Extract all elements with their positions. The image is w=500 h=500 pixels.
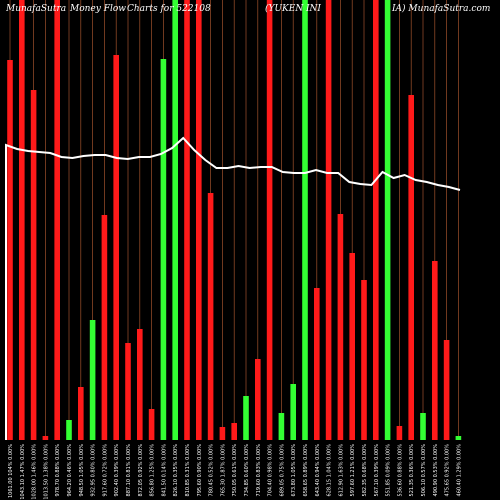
bar-5 — [54, 0, 60, 440]
bar-38 — [443, 340, 450, 440]
title-part-6: IA) MunafaSutra.com — [392, 4, 491, 14]
x-tick-label-22: 719.60 0.83% 0.00% — [256, 444, 262, 497]
bar-37 — [432, 261, 438, 440]
x-tick-label-35: 521.35 0.36% 0.00% — [409, 444, 415, 497]
x-tick-label-16: 810.85 0.31% 0.00% — [185, 444, 191, 497]
bar-30 — [349, 253, 355, 440]
x-tick-label-30: 597.60 1.21% 0.00% — [350, 444, 356, 497]
bar-29 — [337, 214, 344, 440]
bar-39 — [455, 436, 462, 440]
x-tick-label-21: 734.85 0.60% 0.00% — [244, 444, 250, 497]
x-tick-label-6: 964.20 0.46% 0.00% — [67, 444, 73, 497]
x-tick-label-20: 750.05 0.61% 0.00% — [232, 444, 238, 497]
title-part-3: Charts for 522108 — [127, 4, 211, 14]
bar-18 — [207, 193, 214, 440]
bar-20 — [231, 423, 237, 440]
bar-4 — [42, 436, 49, 440]
bar-22 — [255, 359, 261, 440]
bar-15 — [172, 0, 178, 440]
bar-9 — [101, 215, 108, 440]
bar-17 — [196, 0, 202, 440]
x-tick-label-29: 612.90 1.63% 0.00% — [338, 444, 344, 497]
bar-3 — [30, 90, 37, 440]
x-tick-label-19: 765.30 1.87% 0.00% — [220, 444, 226, 497]
bar-32 — [373, 0, 379, 440]
bar-19 — [219, 427, 226, 440]
x-tick-label-24: 689.05 0.75% 0.00% — [279, 444, 285, 497]
bar-33 — [384, 0, 391, 440]
x-tick-label-10: 902.40 0.39% 0.00% — [114, 444, 120, 497]
bar-13 — [148, 409, 155, 440]
bar-11 — [125, 343, 131, 440]
bar-31 — [361, 280, 367, 440]
chart-title: MunafaSutra Money Flow Charts for 522108… — [6, 4, 496, 18]
x-tick-label-31: 582.35 0.68% 0.00% — [362, 444, 368, 497]
bar-27 — [314, 288, 320, 440]
title-part-4: (YUKEN — [265, 4, 304, 14]
x-tick-label-12: 872.05 0.92% 0.00% — [138, 444, 144, 497]
x-tick-label-36: 506.10 0.57% 0.00% — [421, 444, 427, 497]
bar-21 — [243, 396, 249, 440]
bar-8 — [89, 320, 96, 440]
x-tick-label-27: 643.40 0.94% 0.00% — [315, 444, 321, 497]
bar-6 — [66, 420, 72, 440]
x-tick-label-34: 536.60 0.88% 0.00% — [397, 444, 403, 497]
x-tick-label-38: 475.65 0.92% 0.00% — [445, 444, 451, 497]
x-tick-label-4: 1013.50 1.38% 0.00% — [43, 444, 49, 500]
x-tick-label-3: 1028.00 1.46% 0.00% — [32, 444, 38, 500]
x-axis-labels: 1061.00 104% 0.00% 1043.10 1.47% 0.00% 102… — [8, 444, 462, 500]
x-tick-label-17: 795.60 0.90% 0.00% — [197, 444, 203, 497]
bar-36 — [420, 413, 426, 440]
x-tick-label-23: 704.40 0.98% 0.00% — [268, 444, 274, 497]
x-tick-label-11: 887.10 0.81% 0.00% — [126, 444, 132, 497]
x-tick-label-32: 567.10 0.39% 0.00% — [374, 444, 380, 497]
bar-2 — [19, 0, 25, 440]
x-tick-label-14: 841.50 0.14% 0.00% — [161, 444, 167, 497]
bar-1 — [7, 60, 13, 440]
bar-series — [7, 0, 462, 440]
x-tick-label-25: 673.80 1.05% 0.00% — [291, 444, 297, 497]
x-tick-label-8: 932.95 0.80% 0.00% — [91, 444, 97, 497]
bar-12 — [137, 329, 143, 440]
title-part-2: Money Flow — [70, 4, 126, 14]
bar-34 — [396, 426, 403, 440]
bar-28 — [325, 0, 332, 440]
bar-7 — [78, 387, 84, 440]
x-tick-label-28: 628.15 1.04% 0.00% — [327, 444, 333, 497]
x-tick-label-15: 826.10 0.35% 0.00% — [173, 444, 179, 497]
x-tick-label-5: 978.70 0.88% 0.00% — [55, 444, 61, 497]
bar-25 — [290, 384, 296, 440]
x-tick-label-9: 917.60 0.72% 0.00% — [102, 444, 108, 497]
x-tick-label-7: 948.50 1.05% 0.00% — [79, 444, 85, 497]
money-flow-line — [5, 136, 461, 440]
title-part-1: MunafaSutra — [6, 4, 67, 14]
bar-14 — [160, 59, 167, 440]
x-tick-label-18: 780.45 0.52% 0.00% — [209, 444, 215, 497]
x-tick-label-26: 658.65 0.89% 0.00% — [303, 444, 309, 497]
x-tick-label-39: 460.40 1.29% 0.00% — [456, 444, 462, 497]
bar-16 — [184, 0, 190, 440]
x-tick-label-37: 490.90 0.53% 0.00% — [433, 444, 439, 497]
title-part-5: INI — [306, 4, 321, 14]
x-tick-label-2: 1043.10 1.47% 0.00% — [20, 444, 26, 500]
bar-24 — [278, 413, 285, 440]
x-tick-label-13: 856.80 1.25% 0.00% — [150, 444, 156, 497]
bar-35 — [408, 95, 414, 440]
bar-10 — [113, 55, 119, 440]
x-tick-label-33: 551.85 0.09% 0.00% — [386, 444, 392, 497]
x-tick-label-1: 1061.00 104% 0.00% — [8, 444, 14, 498]
bar-23 — [266, 0, 273, 440]
bar-26 — [302, 0, 308, 440]
